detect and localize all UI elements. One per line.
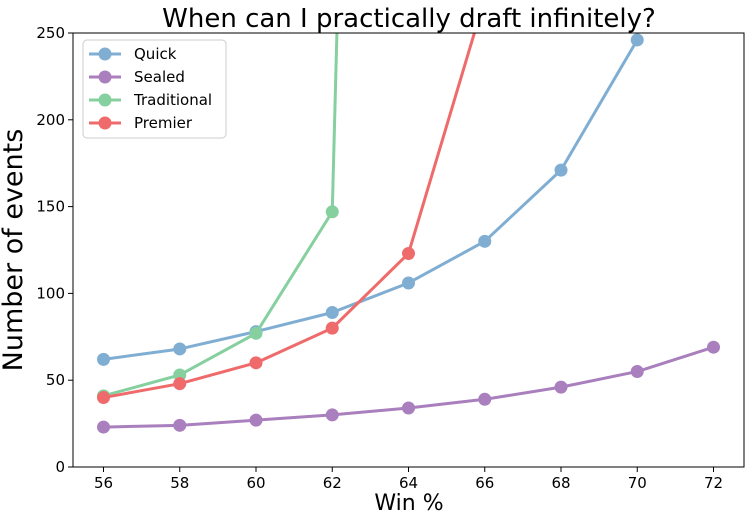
data-point-premier	[402, 246, 415, 260]
data-point-sealed	[325, 408, 339, 422]
data-point-premier	[325, 321, 339, 335]
y-tick-label: 200	[36, 111, 65, 129]
legend: Quick Sealed Traditional Premier	[82, 39, 227, 139]
x-tick-label: 72	[704, 474, 723, 492]
data-point-quick	[402, 276, 415, 290]
data-point-quick	[554, 163, 568, 177]
x-tick-label: 64	[399, 474, 418, 492]
data-point-premier	[173, 377, 187, 391]
data-point-sealed	[707, 340, 720, 354]
data-point-premier	[249, 356, 263, 370]
data-point-sealed	[249, 413, 263, 427]
x-tick-label: 62	[323, 474, 342, 492]
y-tick-label: 0	[55, 458, 65, 476]
data-point-sealed	[554, 380, 568, 394]
legend-label-sealed: Sealed	[134, 68, 185, 86]
x-tick-label: 60	[246, 474, 265, 492]
data-point-traditional	[325, 205, 339, 219]
legend-marker-quick	[98, 47, 112, 61]
y-tick-label: 250	[36, 24, 65, 42]
legend-label-traditional: Traditional	[133, 91, 212, 109]
data-point-sealed	[630, 365, 644, 379]
legend-label-premier: Premier	[134, 114, 193, 132]
x-tick-label: 68	[551, 474, 570, 492]
y-axis-label: Number of events	[0, 129, 29, 372]
x-axis: 56 58 60 62 64 66 68 70 72	[94, 467, 723, 492]
y-tick-label: 100	[36, 284, 65, 302]
x-axis-label: Win %	[374, 491, 443, 516]
data-point-quick	[325, 305, 339, 319]
data-point-sealed	[478, 392, 492, 406]
data-point-sealed	[97, 420, 110, 434]
x-tick-label: 56	[94, 474, 113, 492]
data-point-premier	[97, 391, 110, 405]
data-point-sealed	[402, 401, 415, 415]
series-line-sealed	[103, 345, 714, 429]
y-tick-label: 50	[46, 371, 65, 389]
x-tick-label: 70	[628, 474, 647, 492]
chart-title: When can I practically draft infinitely?	[162, 4, 656, 34]
legend-label-quick: Quick	[134, 45, 177, 63]
y-axis: 0 50 100 150 200 250	[36, 24, 73, 476]
series-line-premier	[103, 33, 476, 400]
y-tick-label: 150	[36, 198, 65, 216]
data-point-sealed	[173, 418, 187, 432]
data-point-quick	[173, 342, 187, 356]
data-point-quick	[97, 352, 110, 366]
x-tick-label: 66	[475, 474, 494, 492]
legend-marker-sealed	[98, 70, 112, 84]
series-layer	[97, 33, 720, 434]
data-point-traditional	[249, 326, 263, 340]
legend-marker-traditional	[98, 93, 112, 107]
legend-box	[82, 39, 227, 139]
x-tick-label: 58	[170, 474, 189, 492]
legend-marker-premier	[98, 116, 112, 130]
data-point-quick	[478, 234, 492, 248]
data-point-quick	[630, 33, 644, 47]
